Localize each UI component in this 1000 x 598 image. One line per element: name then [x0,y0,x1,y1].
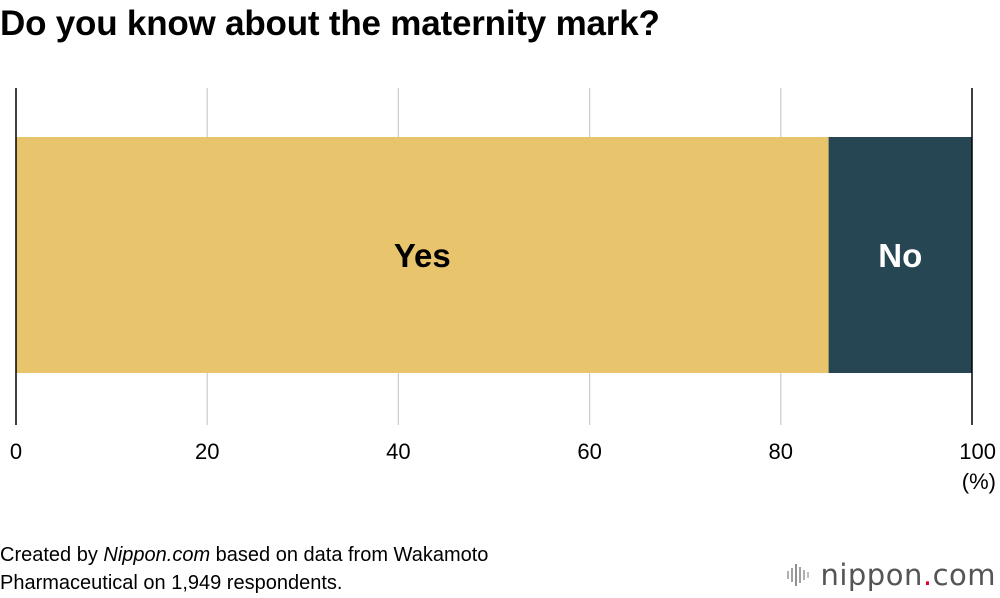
caption-source: Nippon.com [103,544,211,566]
caption-line-1: Created by Nippon.com based on data from… [0,541,700,569]
soundwave-icon [787,564,810,586]
caption-prefix: Created by [0,544,104,566]
x-tick-label: 60 [577,439,601,464]
x-axis: 0 20 40 60 80 100 (%) [10,88,996,494]
logo-text-suffix: com [932,558,996,592]
caption-rest: based on data from Wakamoto [210,544,489,566]
x-tick-label: 0 [10,439,22,464]
nippon-logo: nippon.com [786,555,996,595]
logo-text-main: nippon [820,558,923,592]
logo-text: nippon.com [820,558,996,592]
bar-label-yes: Yes [394,237,451,274]
x-tick-label: 40 [386,439,410,464]
bar-segment-no [828,137,972,373]
x-tick-label: 20 [195,439,219,464]
logo-dot: . [922,558,933,592]
bar-segment-yes [16,137,829,373]
chart-title: Do you know about the maternity mark? [0,4,660,43]
x-unit-label: (%) [962,469,996,494]
bar-label-no: No [878,237,922,274]
caption-line-2: Pharmaceutical on 1,949 respondents. [0,572,343,594]
x-tick-label: 80 [769,439,793,464]
source-caption: Created by Nippon.com based on data from… [0,541,700,597]
x-tick-label: 100 [959,439,996,464]
stacked-bar-chart: Yes No 0 20 40 60 80 100 (%) [10,88,996,494]
bar-segments: Yes No [16,137,972,373]
